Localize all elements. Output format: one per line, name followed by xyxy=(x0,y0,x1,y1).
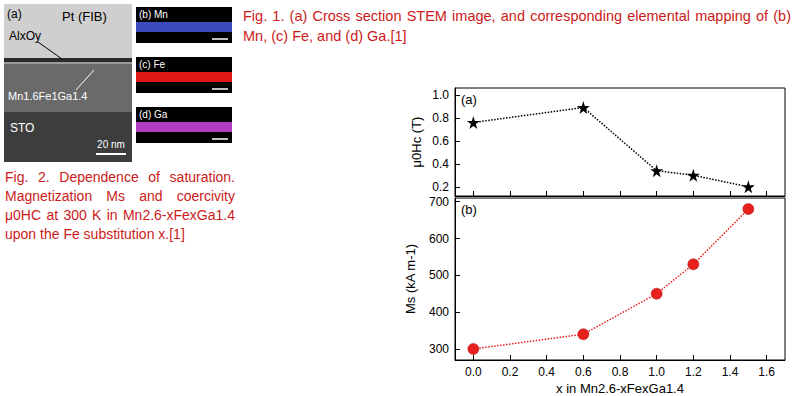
svg-text:1.2: 1.2 xyxy=(685,365,702,379)
svg-text:(d) Ga: (d) Ga xyxy=(139,109,168,120)
svg-text:0.2: 0.2 xyxy=(432,180,449,194)
svg-text:Mn1.6Fe1Ga1.4: Mn1.6Fe1Ga1.4 xyxy=(8,90,88,102)
svg-text:Pt (FIB): Pt (FIB) xyxy=(62,9,107,24)
html-text:Fig. 1. (a) Cross section STEM: Fig. 1. (a) Cross section STEM image, an… xyxy=(243,8,791,44)
svg-text:0.0: 0.0 xyxy=(465,365,482,379)
svg-text:STO: STO xyxy=(10,121,34,135)
html-text:Fig. 2. Dependence of saturati: Fig. 2. Dependence of saturation. Magnet… xyxy=(5,169,235,242)
svg-text:x in Mn2.6-xFexGa1.4: x in Mn2.6-xFexGa1.4 xyxy=(556,381,684,396)
svg-text:600: 600 xyxy=(429,232,449,246)
svg-text:AlxOy: AlxOy xyxy=(9,29,41,43)
svg-text:(a): (a) xyxy=(461,92,477,107)
svg-text:(a): (a) xyxy=(7,7,22,21)
svg-text:1.0: 1.0 xyxy=(648,365,665,379)
svg-text:0.6: 0.6 xyxy=(432,134,449,148)
svg-text:0.2: 0.2 xyxy=(502,365,519,379)
svg-text:(b): (b) xyxy=(461,202,477,217)
svg-text:0.8: 0.8 xyxy=(612,365,629,379)
svg-text:400: 400 xyxy=(429,305,449,319)
svg-text:μ0Hc (T): μ0Hc (T) xyxy=(409,117,424,168)
svg-text:20 nm: 20 nm xyxy=(97,139,125,150)
svg-text:(b) Mn: (b) Mn xyxy=(139,9,168,20)
svg-text:0.6: 0.6 xyxy=(575,365,592,379)
svg-text:Ms (kA m-1): Ms (kA m-1) xyxy=(403,244,418,314)
svg-text:1.0: 1.0 xyxy=(432,88,449,102)
svg-text:0.4: 0.4 xyxy=(432,157,449,171)
svg-text:300: 300 xyxy=(429,342,449,356)
svg-text:500: 500 xyxy=(429,268,449,282)
svg-text:0.4: 0.4 xyxy=(538,365,555,379)
svg-text:700: 700 xyxy=(429,195,449,209)
svg-text:1.6: 1.6 xyxy=(758,365,775,379)
svg-text:0.8: 0.8 xyxy=(432,111,449,125)
svg-text:(c) Fe: (c) Fe xyxy=(139,59,166,70)
svg-text:1.4: 1.4 xyxy=(722,365,739,379)
